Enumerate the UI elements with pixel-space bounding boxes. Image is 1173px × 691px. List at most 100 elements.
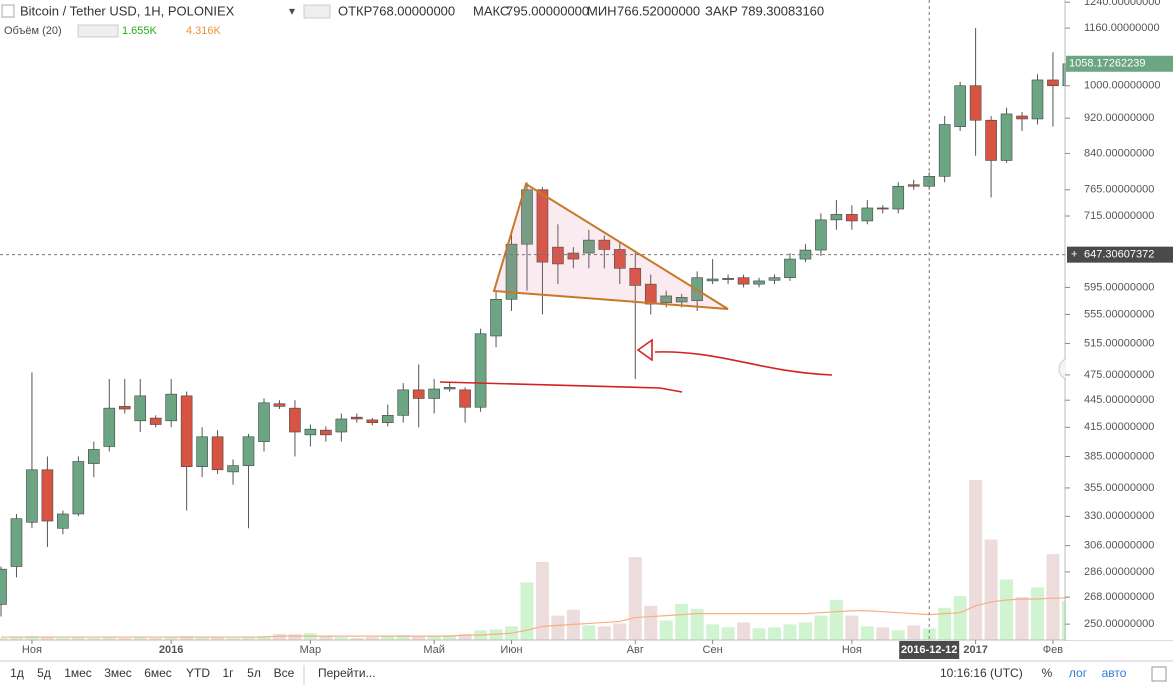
candle-body [289, 407, 301, 433]
y-tick-label: 385.00000000 [1084, 450, 1154, 462]
resize-handle[interactable] [1151, 666, 1167, 682]
candle-body [381, 415, 394, 423]
volume-bar [768, 627, 781, 640]
range-button[interactable]: 5л [247, 666, 261, 680]
volume-bar [396, 635, 410, 640]
candle-body [180, 395, 193, 467]
candle-body [567, 252, 580, 260]
volume-bar [87, 638, 101, 640]
header-icons[interactable] [303, 4, 331, 19]
y-tick-label: 445.00000000 [1084, 394, 1154, 406]
range-button[interactable]: 5д [37, 666, 51, 680]
hand-line [439, 381, 683, 393]
collapse-icon[interactable] [1, 4, 15, 18]
candle-body [1031, 79, 1044, 120]
range-button[interactable]: YTD [186, 666, 210, 680]
volume-bar [675, 603, 689, 640]
range-button[interactable]: 1г [222, 666, 234, 680]
option-button[interactable]: % [1042, 666, 1053, 680]
volume-bar [257, 636, 271, 640]
candle-body [227, 465, 239, 473]
volume-bar [845, 615, 859, 640]
candle-body [613, 249, 626, 269]
volume-bar [319, 636, 333, 640]
stat-label: МАКС [473, 3, 509, 18]
x-tick-label: Авг [627, 644, 644, 656]
stat-value: 795.00000000 [506, 3, 589, 18]
candle-body [598, 239, 611, 250]
option-button[interactable]: авто [1102, 666, 1127, 680]
x-tick-label: Фев [1043, 644, 1063, 656]
volume-bar [628, 557, 642, 640]
candle-body [1016, 115, 1028, 120]
candle-body [88, 449, 100, 464]
volume-bar [860, 626, 874, 640]
goto-button[interactable]: Перейти... [318, 666, 376, 680]
candle-body [26, 469, 38, 523]
candle-body [0, 568, 7, 605]
y-tick-label: 268.00000000 [1084, 591, 1154, 603]
candle-body [412, 389, 425, 399]
candle-body [118, 406, 131, 410]
y-tick-label: 1240.00000000 [1084, 0, 1160, 8]
volume-bar [211, 637, 225, 640]
range-button[interactable]: 3мес [104, 666, 132, 680]
y-tick-label: 920.00000000 [1084, 112, 1154, 124]
volume-ma-value: 4.316K [186, 25, 222, 37]
volume-bar [814, 615, 828, 640]
volume-bar [752, 628, 766, 640]
crosshair-price: 647.30607372 [1084, 249, 1154, 261]
candle-body [443, 387, 456, 390]
arrow-head [636, 338, 653, 362]
range-button[interactable]: 6мес [144, 666, 172, 680]
volume-bar [876, 627, 890, 640]
volume-bar [9, 637, 23, 640]
candle-body [954, 85, 966, 127]
x-tick-label: Мар [300, 644, 322, 656]
y-tick-label: 555.00000000 [1084, 308, 1154, 320]
volume-icons[interactable] [77, 24, 119, 38]
candle-body [722, 278, 734, 280]
crosshair-plus: + [1071, 249, 1077, 261]
range-button[interactable]: 1мес [64, 666, 92, 680]
candle-body [985, 119, 997, 161]
crosshair-price-box [1067, 246, 1173, 263]
candle-body [428, 388, 440, 399]
y-tick-label: 595.00000000 [1084, 281, 1154, 293]
volume-bar [737, 622, 751, 640]
volume-bar [25, 636, 39, 640]
candle-body [72, 461, 85, 515]
plot-area [0, 28, 1075, 640]
volume-bar [644, 605, 658, 640]
volume-bar [56, 638, 70, 640]
volume-bar [412, 636, 426, 640]
volume-ma-line [1, 597, 1069, 638]
candle-body [459, 389, 471, 408]
volume-bar [381, 636, 395, 640]
dropdown-arrow[interactable]: ▾ [289, 4, 295, 18]
candle-body [258, 402, 270, 442]
candle-body [815, 219, 827, 251]
volume-bar [953, 596, 967, 640]
candle-body [907, 184, 920, 187]
candle-body [165, 393, 177, 422]
y-tick-label: 765.00000000 [1084, 184, 1154, 196]
volume-bar [272, 634, 286, 640]
candle-body [768, 277, 781, 281]
option-button[interactable]: лог [1069, 666, 1088, 680]
x-tick-label: Сен [703, 644, 723, 656]
volume-bar [907, 625, 921, 640]
x-tick-label: 2017 [963, 644, 987, 656]
candle-body [505, 243, 518, 300]
candle-body [366, 419, 379, 423]
volume-bar [427, 636, 441, 640]
candle-body [320, 429, 332, 436]
crosshair-date-box [899, 641, 960, 659]
volume-bar [535, 561, 549, 640]
volume-bar [118, 638, 132, 640]
range-button[interactable]: Все [274, 666, 295, 680]
range-button[interactable]: 1д [10, 666, 24, 680]
y-tick-label: 250.00000000 [1084, 618, 1154, 630]
volume-bar [938, 607, 952, 640]
